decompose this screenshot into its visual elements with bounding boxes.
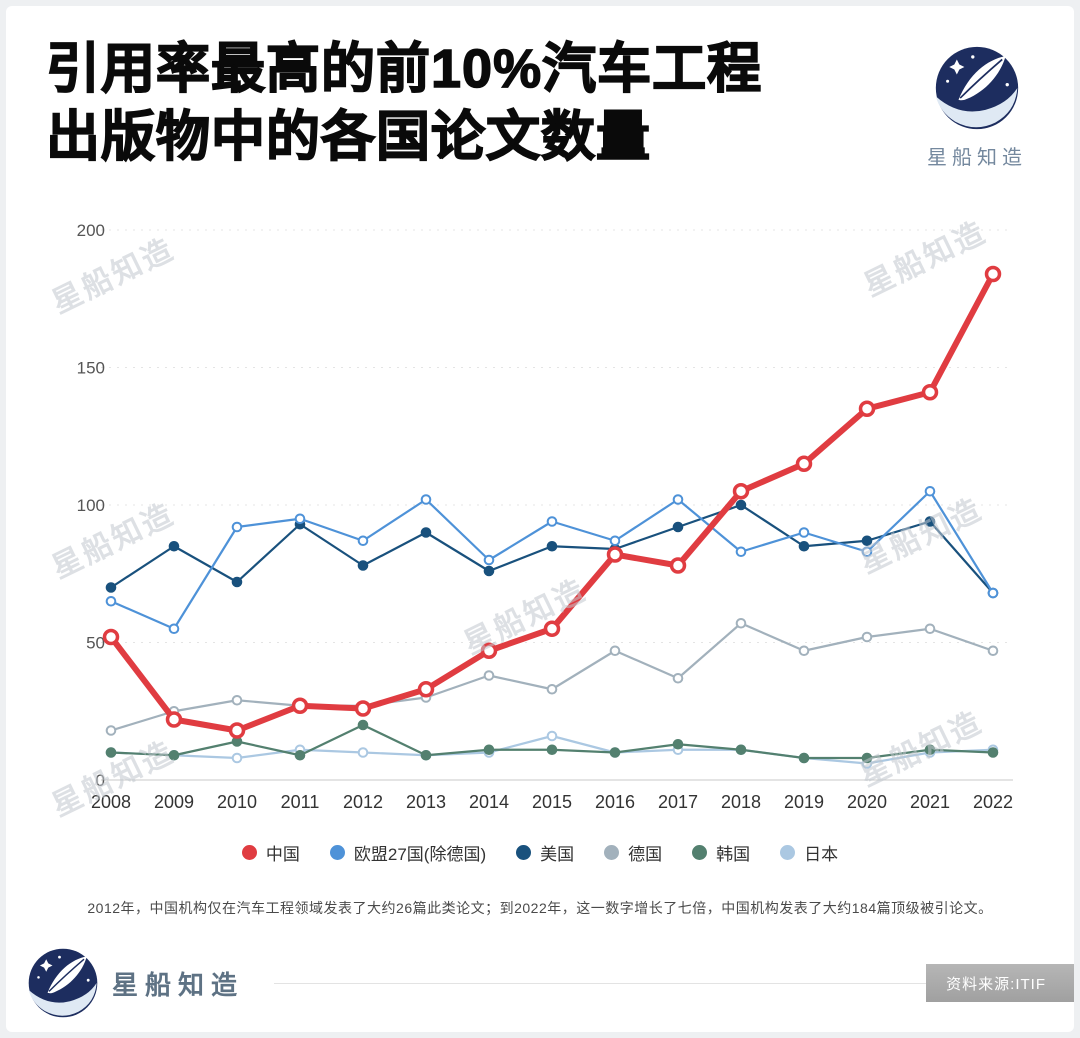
legend-item: 中国: [241, 840, 300, 865]
brand-block-top: 星船知造: [922, 46, 1032, 170]
footer-divider: [274, 982, 927, 984]
page-title: 引用率最高的前10%汽车工程 出版物中的各国论文数量: [45, 36, 763, 171]
title-line-2: 出版物中的各国论文数量: [45, 106, 651, 167]
svg-text:2020: 2020: [847, 792, 887, 812]
svg-text:2018: 2018: [721, 792, 761, 812]
title-line-1: 引用率最高的前10%汽车工程: [45, 38, 763, 99]
legend-dot-icon: [604, 845, 620, 860]
legend-dot-icon: [241, 845, 257, 860]
svg-text:2010: 2010: [217, 792, 257, 812]
svg-text:2022: 2022: [973, 792, 1013, 812]
svg-text:2015: 2015: [532, 792, 572, 812]
source-label: 资料来源:ITIF: [926, 964, 1074, 1002]
legend-label: 德国: [628, 845, 663, 864]
legend-item: 美国: [516, 840, 574, 865]
legend-label: 欧盟27国(除德国): [353, 845, 487, 864]
svg-text:2011: 2011: [281, 792, 320, 812]
svg-text:2016: 2016: [595, 792, 635, 812]
svg-text:2013: 2013: [406, 792, 446, 812]
svg-text:150: 150: [77, 359, 105, 378]
footer-logo-icon: [28, 948, 98, 1018]
legend-item: 欧盟27国(除德国): [329, 840, 487, 865]
brand-name: 星船知造: [927, 147, 1027, 169]
legend-dot-icon: [516, 845, 532, 860]
svg-text:2014: 2014: [469, 792, 509, 812]
legend-label: 韩国: [716, 845, 751, 864]
legend-label: 中国: [265, 845, 300, 864]
svg-text:100: 100: [77, 496, 105, 515]
svg-text:0: 0: [96, 771, 105, 790]
svg-text:2021: 2021: [910, 792, 950, 812]
legend-label: 美国: [540, 845, 575, 864]
legend-item: 韩国: [692, 840, 750, 865]
legend-label: 日本: [804, 845, 839, 864]
chart-caption: 2012年，中国机构仅在汽车工程领域发表了大约26篇此类论文；到2022年，这一…: [87, 900, 993, 916]
svg-text:2017: 2017: [658, 792, 698, 812]
legend-item: 德国: [604, 840, 662, 865]
legend-item: 日本: [780, 840, 838, 865]
svg-text:2008: 2008: [91, 792, 131, 812]
svg-text:2012: 2012: [343, 792, 383, 812]
legend-dot-icon: [780, 845, 796, 860]
chart-legend: 中国 欧盟27国(除德国) 美国 德国 韩国 日本: [6, 840, 1074, 865]
page-footer: 星船知造 资料来源:ITIF: [6, 942, 1074, 1024]
svg-text:2019: 2019: [784, 792, 824, 812]
footer-brand-name: 星船知造: [112, 969, 245, 1000]
svg-text:50: 50: [86, 634, 105, 653]
brand-logo-icon: [935, 46, 1019, 130]
svg-text:2009: 2009: [154, 792, 194, 812]
svg-text:200: 200: [77, 221, 105, 240]
line-chart-svg: 0 50 100 150 200 2008 2009 2010 2011 2012 2013 2014…: [77, 221, 1013, 812]
page-card: 引用率最高的前10%汽车工程 出版物中的各国论文数量 星船知造 0 50 100 15…: [6, 6, 1074, 1032]
legend-dot-icon: [692, 845, 708, 860]
legend-dot-icon: [329, 845, 345, 860]
